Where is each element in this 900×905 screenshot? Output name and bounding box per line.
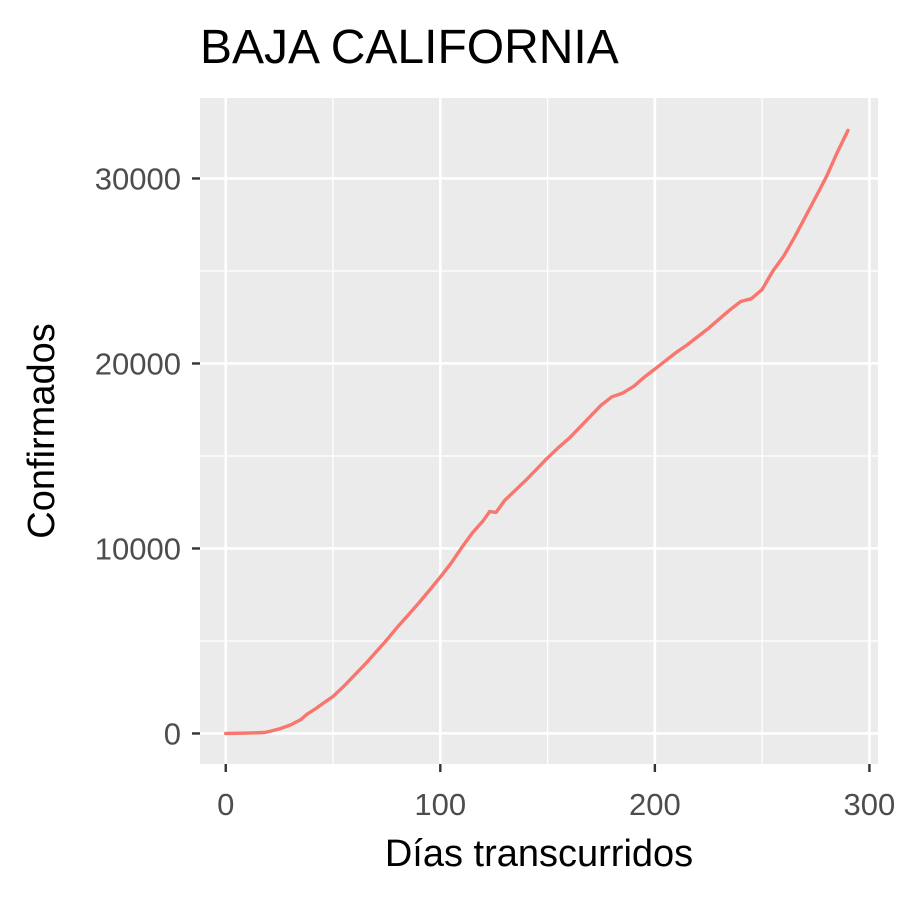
- x-tick-label-3: 300: [844, 787, 896, 822]
- x-tick-label-0: 0: [217, 787, 234, 822]
- series-line-0: [223, 128, 850, 736]
- y-tick-label-1: 10000: [95, 531, 181, 566]
- major-grid: [200, 98, 878, 764]
- y-tick-label-2: 20000: [95, 346, 181, 381]
- x-tick-label-2: 200: [629, 787, 681, 822]
- y-axis: 0 10000 20000 30000: [95, 161, 200, 751]
- plot-panel: [200, 98, 878, 764]
- chart-title: BAJA CALIFORNIA: [200, 21, 619, 74]
- x-axis: 0 100 200 300: [217, 764, 895, 822]
- series-layer: [223, 128, 850, 736]
- x-tick-label-1: 100: [414, 787, 466, 822]
- y-tick-label-0: 0: [164, 716, 181, 751]
- y-tick-label-3: 30000: [95, 161, 181, 196]
- x-axis-label: Días transcurridos: [385, 833, 693, 875]
- minor-grid: [200, 98, 878, 764]
- y-axis-label: Confirmados: [21, 323, 63, 538]
